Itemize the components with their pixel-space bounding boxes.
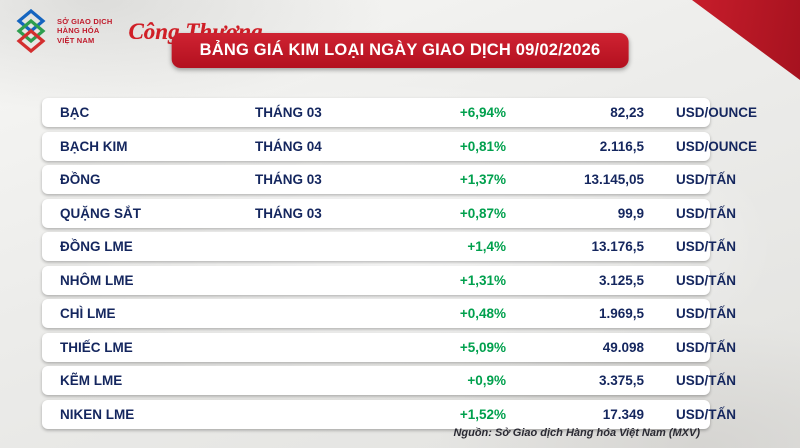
price-unit: USD/OUNCE xyxy=(676,138,758,154)
table-row: NHÔM LME +1,31% 3.125,5 USD/TẤN xyxy=(42,265,736,295)
table-row: QUẶNG SẮT THÁNG 03 +0,87% 99,9 USD/TẤN xyxy=(42,198,736,228)
metal-name: BẠCH KIM xyxy=(60,138,128,154)
source-note: Nguồn: Sở Giao dịch Hàng hóa Việt Nam (M… xyxy=(453,427,700,439)
percent-change: +0,81% xyxy=(459,138,506,154)
contract-month: THÁNG 03 xyxy=(255,105,322,120)
metal-name: THIẾC LME xyxy=(60,339,133,355)
price-value: 2.116,5 xyxy=(599,138,644,154)
price-unit: USD/TẤN xyxy=(676,339,736,355)
percent-change: +0,48% xyxy=(459,306,506,321)
mxv-line-2: HÀNG HÓA xyxy=(57,26,100,36)
price-unit: USD/TẤN xyxy=(676,272,736,288)
mxv-logo: SỞ GIAO DỊCH HÀNG HÓA VIỆT NAM xyxy=(10,8,112,54)
price-value: 17.349 xyxy=(602,406,644,422)
price-unit: USD/TẤN xyxy=(676,373,736,388)
price-value: 49.098 xyxy=(602,339,644,355)
metal-name: NIKEN LME xyxy=(60,406,135,422)
metal-name: NHÔM LME xyxy=(60,272,134,288)
page-title: BẢNG GIÁ KIM LOẠI NGÀY GIAO DỊCH 09/02/2… xyxy=(199,41,601,59)
contract-month: THÁNG 03 xyxy=(255,172,322,187)
mxv-logo-icon xyxy=(16,8,46,54)
table-row: THIẾC LME +5,09% 49.098 USD/TẤN xyxy=(42,332,736,362)
percent-change: +5,09% xyxy=(459,339,506,355)
percent-change: +1,37% xyxy=(459,172,506,187)
price-unit: USD/TẤN xyxy=(676,406,736,422)
percent-change: +0,9% xyxy=(467,373,506,388)
table-row: KẼM LME +0,9% 3.375,5 USD/TẤN xyxy=(42,366,736,395)
price-value: 3.375,5 xyxy=(598,373,644,388)
metal-name: CHÌ LME xyxy=(60,306,116,321)
red-corner-decoration xyxy=(692,0,800,80)
table-row: BẠCH KIM THÁNG 04 +0,81% 2.116,5 USD/OUN… xyxy=(42,131,757,161)
table-row: NIKEN LME +1,52% 17.349 USD/TẤN xyxy=(42,399,736,429)
table-row: CHÌ LME +0,48% 1.969,5 USD/TẤN xyxy=(42,299,736,328)
metal-name: QUẶNG SẮT xyxy=(60,205,141,221)
metal-name: ĐỒNG xyxy=(60,172,101,187)
percent-change: +1,52% xyxy=(459,406,506,422)
mxv-line-1: SỞ GIAO DỊCH xyxy=(57,16,113,26)
mxv-logo-text: SỞ GIAO DỊCH HÀNG HÓA VIỆT NAM xyxy=(57,17,112,45)
mxv-line-3: VIỆT NAM xyxy=(57,35,95,45)
price-value: 3.125,5 xyxy=(598,272,644,288)
price-unit: USD/TẤN xyxy=(676,172,736,187)
title-banner: BẢNG GIÁ KIM LOẠI NGÀY GIAO DỊCH 09/02/2… xyxy=(171,33,629,68)
price-unit: USD/TẤN xyxy=(676,306,736,321)
price-value: 82,23 xyxy=(610,105,644,120)
metal-name: KẼM LME xyxy=(60,373,123,388)
table-row: ĐỒNG THÁNG 03 +1,37% 13.145,05 USD/TẤN xyxy=(42,165,736,194)
price-unit: USD/TẤN xyxy=(676,205,736,221)
contract-month: THÁNG 04 xyxy=(255,138,322,154)
percent-change: +6,94% xyxy=(459,105,506,120)
price-value: 1.969,5 xyxy=(598,306,644,321)
contract-month: THÁNG 03 xyxy=(255,205,322,221)
price-value: 99,9 xyxy=(617,205,644,221)
price-table: BẠC THÁNG 03 +6,94% 82,23 USD/OUNCE BẠCH… xyxy=(42,98,757,433)
percent-change: +1,4% xyxy=(467,239,506,254)
percent-change: +0,87% xyxy=(459,205,506,221)
table-row: ĐỒNG LME +1,4% 13.176,5 USD/TẤN xyxy=(42,232,736,261)
price-unit: USD/TẤN xyxy=(676,239,736,254)
percent-change: +1,31% xyxy=(459,272,506,288)
table-row: BẠC THÁNG 03 +6,94% 82,23 USD/OUNCE xyxy=(42,98,757,127)
metal-name: ĐỒNG LME xyxy=(60,239,133,254)
price-unit: USD/OUNCE xyxy=(676,105,758,120)
price-value: 13.176,5 xyxy=(591,239,644,254)
metal-name: BẠC xyxy=(60,105,90,120)
price-value: 13.145,05 xyxy=(583,172,644,187)
